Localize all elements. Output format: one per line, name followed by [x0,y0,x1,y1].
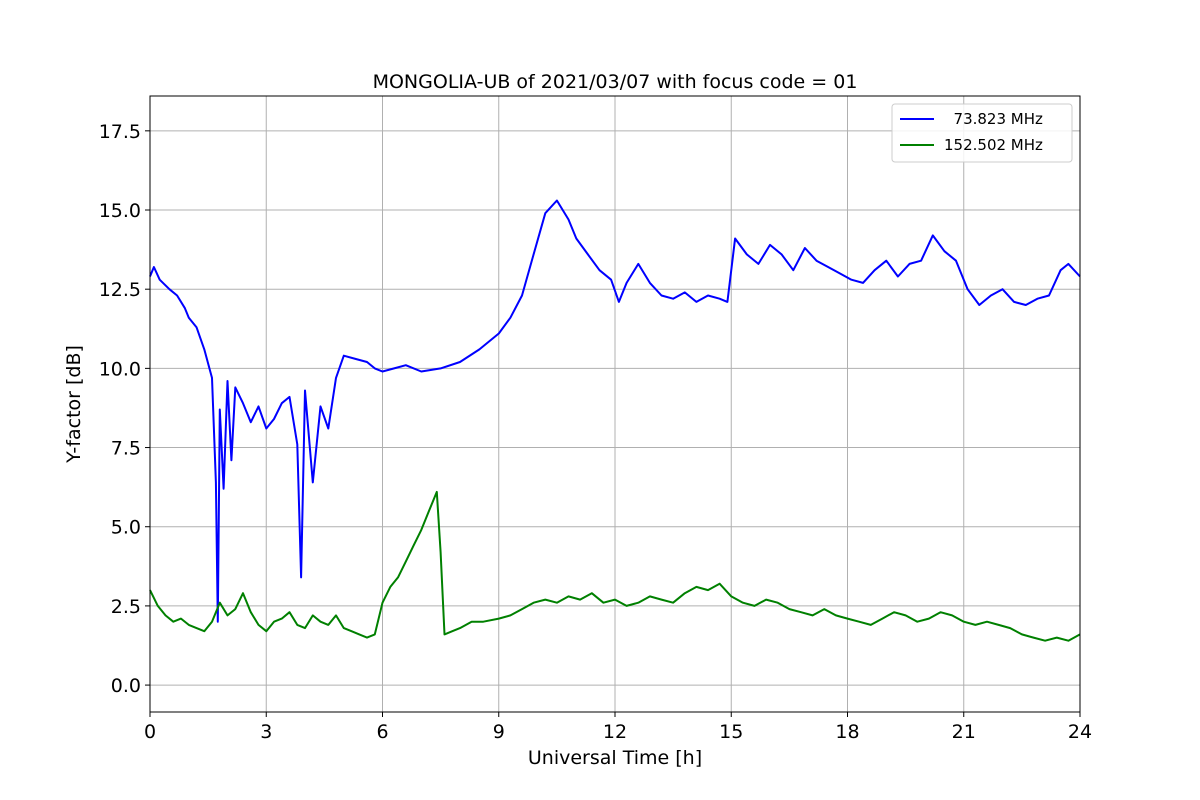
y-axis: 0.0 2.5 5.0 7.5 10.0 12.5 15.0 17.5 [99,121,150,697]
x-axis-label: Universal Time [h] [528,747,702,769]
y-tick-label: 7.5 [111,438,141,460]
y-tick-label: 5.0 [111,517,141,539]
legend: 73.823 MHz 152.502 MHz [891,103,1073,163]
legend-box [891,103,1073,163]
y-tick-label: 2.5 [111,596,141,618]
legend-label-series-2: 152.502 MHz [944,136,1043,154]
legend-label-series-1: 73.823 MHz [944,110,1043,128]
x-tick-label: 15 [719,721,743,743]
x-tick-label: 0 [144,721,156,743]
x-tick-label: 3 [260,721,272,743]
x-tick-label: 24 [1068,721,1092,743]
series-line-2 [149,490,1081,642]
y-axis-label: Y-factor [dB] [63,345,85,464]
y-tick-label: 17.5 [99,121,141,143]
x-tick-label: 9 [493,721,505,743]
y-tick-label: 10.0 [99,358,141,380]
y-tick-label: 12.5 [99,279,141,301]
x-tick-label: 18 [835,721,859,743]
x-tick-label: 6 [376,721,388,743]
y-tick-label: 15.0 [99,200,141,222]
y-tick-label: 0.0 [111,675,141,697]
x-tick-label: 12 [603,721,627,743]
plot-series [149,199,1081,642]
chart-title: MONGOLIA-UB of 2021/03/07 with focus cod… [373,71,858,93]
series-line-1 [149,199,1081,623]
grid [149,96,1081,712]
x-axis: 0 3 6 9 12 15 18 21 24 [144,712,1092,743]
x-tick-label: 21 [952,721,976,743]
